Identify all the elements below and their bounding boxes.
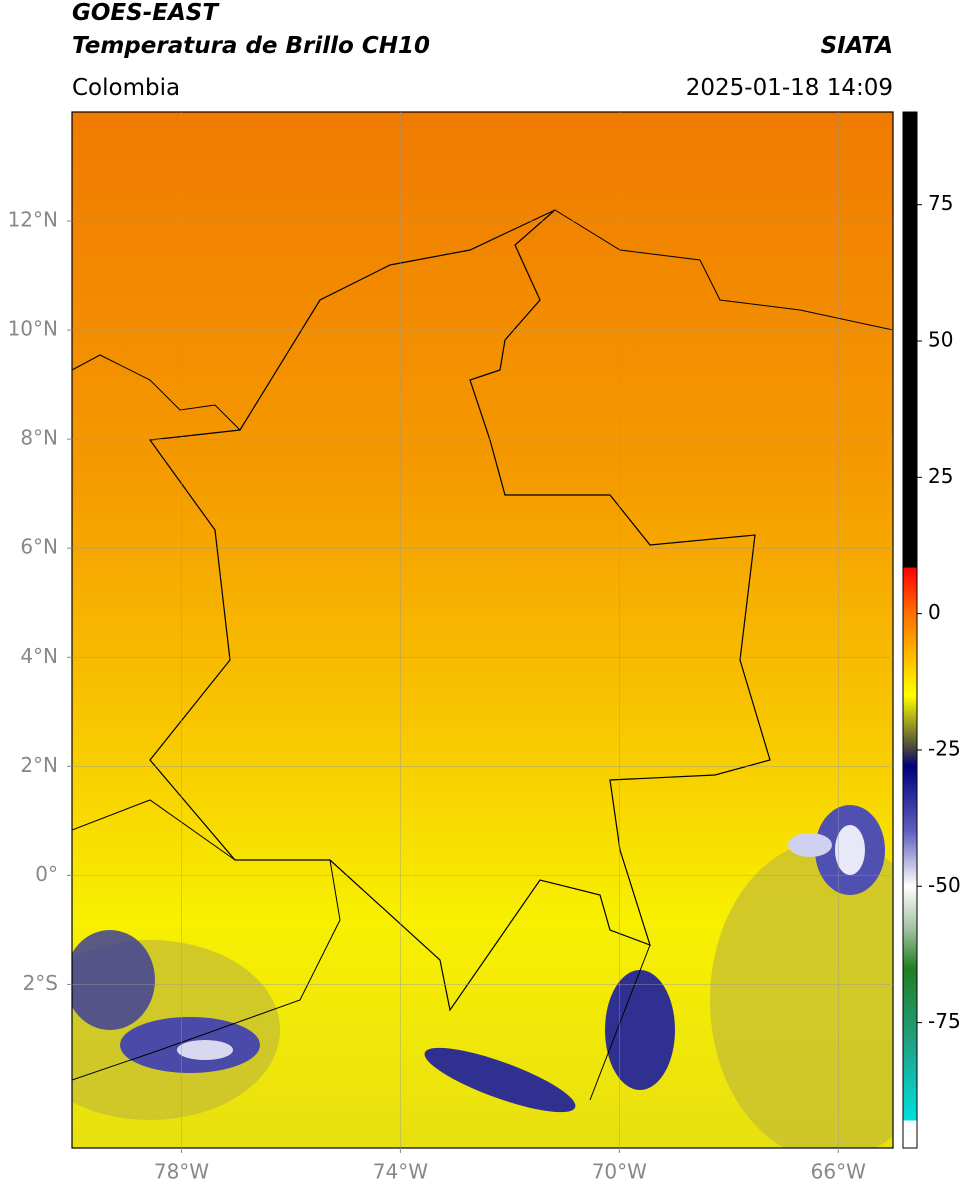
cloud <box>788 833 832 857</box>
map-image <box>72 112 893 1148</box>
y-tick-label: 8°N <box>20 426 58 450</box>
map-frame <box>71 111 894 1149</box>
y-tick-label: 2°S <box>23 971 58 995</box>
datetime-label: 2025-01-18 14:09 <box>686 75 893 101</box>
colorbar-tick-label: -25 <box>928 736 961 760</box>
cloud <box>424 1047 576 1113</box>
boundary-line <box>72 209 893 1101</box>
colorbar-tick-label: 0 <box>928 600 941 624</box>
y-tick-label: 6°N <box>20 535 58 559</box>
cold-area <box>710 840 893 1148</box>
cloud <box>605 970 675 1090</box>
region-label: Colombia <box>72 75 180 101</box>
x-tick-label: 78°W <box>154 1160 209 1184</box>
product-title: Temperatura de Brillo CH10 <box>72 33 430 59</box>
x-tick-label: 66°W <box>811 1160 866 1184</box>
cloud <box>72 930 155 1030</box>
y-tick-label: 4°N <box>20 644 58 668</box>
colorbar-tick-label: 75 <box>928 191 953 215</box>
y-tick-label: 2°N <box>20 753 58 777</box>
x-tick-label: 70°W <box>592 1160 647 1184</box>
satellite-title: GOES-EAST <box>72 0 220 26</box>
y-tick-label: 0° <box>35 862 58 886</box>
x-tick-label: 74°W <box>373 1160 428 1184</box>
colorbar-tick-label: -75 <box>928 1009 961 1033</box>
y-tick-label: 12°N <box>8 208 58 232</box>
country-border <box>148 209 771 1012</box>
source-label: SIATA <box>821 33 893 59</box>
colorbar <box>902 111 918 1149</box>
colorbar-tick-label: 50 <box>928 328 953 352</box>
colorbar-tick-label: -50 <box>928 873 961 897</box>
cloud <box>177 1040 233 1060</box>
cloud <box>835 825 865 875</box>
y-tick-label: 10°N <box>8 317 58 341</box>
colorbar-tick-label: 25 <box>928 464 953 488</box>
